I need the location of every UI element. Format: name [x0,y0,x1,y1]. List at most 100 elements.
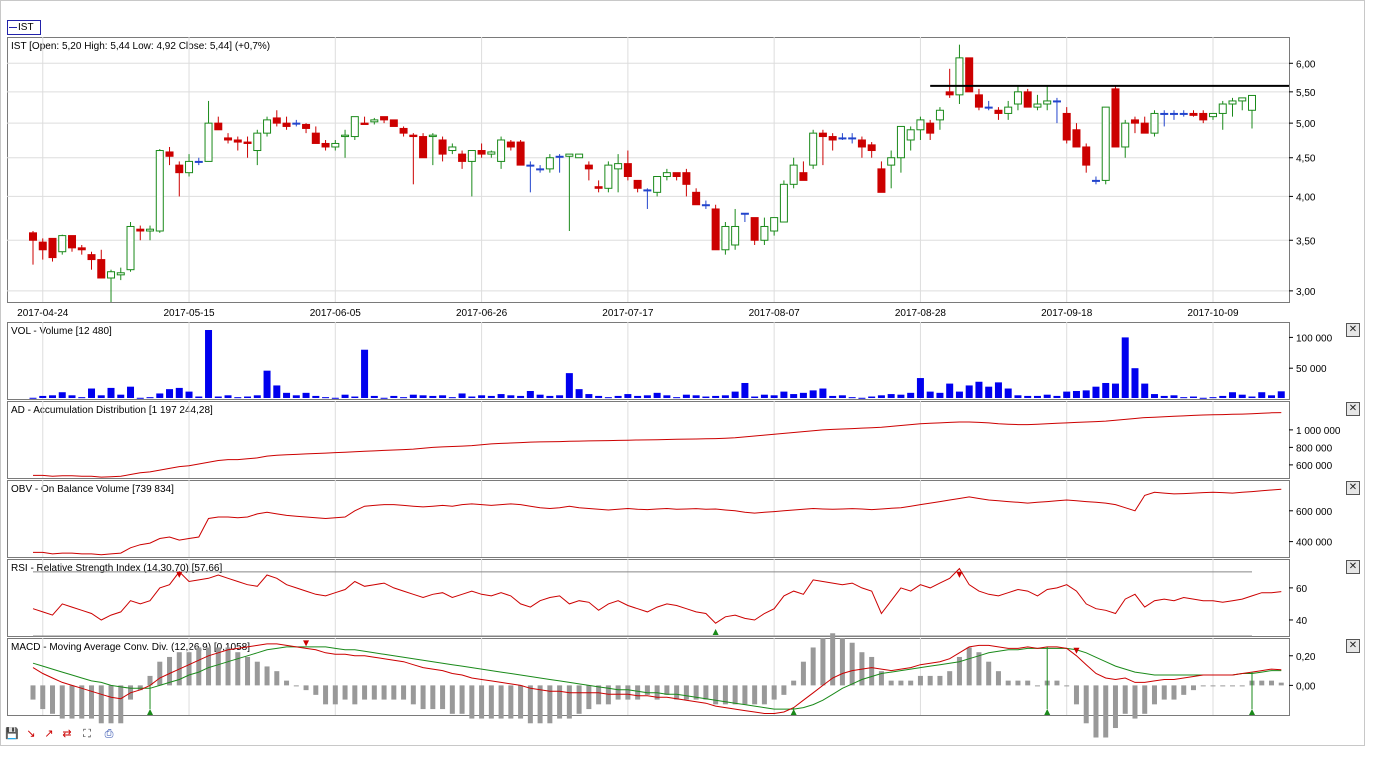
macd-histogram-bar [635,685,641,700]
volume-bar [166,389,174,398]
volume-bar [283,392,291,398]
candle-body [653,176,662,193]
candle-body [799,172,808,181]
volume-bar [478,395,486,398]
candle-body [194,160,203,163]
volume-bar [458,393,466,398]
x-tick-label: 2017-04-24 [17,308,69,319]
zoom-out-icon[interactable]: ↗ [44,728,54,740]
candle-body [360,122,369,125]
volume-bar [1238,394,1246,398]
macd-histogram-bar [371,685,377,700]
candle-body [965,57,974,93]
volume-bar [702,396,710,398]
candle-body [282,122,291,127]
volume-bar [224,395,232,398]
volume-bar [351,396,359,398]
y-tick-label: 4,00 [1296,192,1316,203]
volume-bar [1141,383,1149,398]
zoom-in-icon[interactable]: ↘ [26,728,36,740]
macd-histogram-bar [966,647,972,686]
candle-body [662,172,671,178]
macd-histogram-bar [284,680,290,686]
candle-body [906,129,915,141]
close-ad-panel-button[interactable]: ✕ [1346,402,1360,416]
candle-body [1013,91,1022,105]
candle-body [321,142,330,148]
y-tick-label: 6,00 [1296,59,1316,70]
macd-histogram-bar [1034,685,1040,687]
macd-histogram-bar [537,685,543,724]
volume-bar [585,394,593,398]
y-tick-label: 5,50 [1296,88,1316,99]
candle-body [292,122,301,125]
candle-body [1072,129,1081,148]
candle-body [857,139,866,148]
volume-bar [507,395,515,398]
obv-panel-frame [7,480,1290,558]
volume-bar [292,395,300,398]
macd-histogram-bar [1064,685,1070,687]
zoom-reset-icon[interactable]: ⇄ [62,728,72,740]
volume-bar [985,386,993,398]
y-tick-label: 3,50 [1296,236,1316,247]
candle-body [770,217,779,232]
candle-body [1062,112,1071,141]
fit-icon[interactable]: ⛶ [83,728,91,740]
candle-body [116,272,125,276]
volume-bar [448,397,456,399]
macd-histogram-bar [830,633,836,686]
volume-bar [1277,391,1285,398]
candle-body [233,139,242,143]
candle-body [428,134,437,138]
y-tick-label: 600 000 [1296,461,1333,472]
candle-body [243,141,252,144]
candle-body [916,119,925,131]
close-vol-panel-button[interactable]: ✕ [1346,323,1360,337]
save-icon[interactable]: 💾 [5,728,19,740]
candle-body [584,164,593,170]
macd-histogram-bar [742,685,748,705]
volume-bar [751,396,759,398]
volume-bar [819,388,827,398]
macd-histogram-bar [986,661,992,686]
macd-signal-line [32,646,1282,710]
symbol-tab[interactable]: IST [7,20,41,35]
candle-body [760,225,769,241]
x-tick-label: 2017-08-28 [895,308,947,319]
candle-body [750,217,759,241]
y-tick-label: 0,20 [1296,652,1316,663]
candle-body [1228,100,1237,105]
candle-body [1169,112,1178,115]
volume-bar [58,392,66,398]
candle-body [155,150,164,232]
macd-histogram-bar [752,685,758,705]
macd-histogram-bar [498,685,504,719]
close-macd-panel-button[interactable]: ✕ [1346,639,1360,653]
macd-histogram-bar [1083,685,1089,724]
macd-histogram-bar [1122,685,1128,714]
volume-bar [1209,397,1217,399]
macd-histogram-bar [956,656,962,686]
candle-body [536,168,545,171]
macd-histogram-bar [274,671,280,686]
macd-histogram-bar [1239,685,1245,687]
volume-bar [1121,337,1129,398]
y-tick-label: 3,00 [1296,287,1316,298]
candle-body [926,122,935,134]
candle-body [575,153,584,159]
macd-histogram-bar [469,685,475,719]
close-obv-panel-button[interactable]: ✕ [1346,481,1360,495]
macd-histogram-bar [1181,685,1187,695]
macd-histogram-bar [449,685,455,714]
macd-histogram-bar [518,685,524,719]
candle-body [224,137,233,141]
macd-histogram-bar [1112,685,1118,729]
close-rsi-panel-button[interactable]: ✕ [1346,560,1360,574]
print-icon[interactable]: ⎙ [104,728,114,740]
macd-histogram-bar [40,685,46,710]
volume-bar [1258,392,1266,398]
ad-line [33,412,1282,478]
macd-histogram-bar [1171,685,1177,700]
volume-bar [887,394,895,398]
